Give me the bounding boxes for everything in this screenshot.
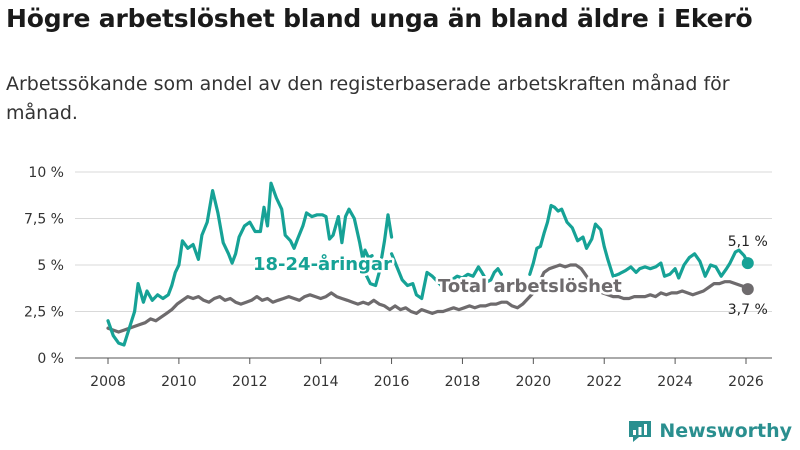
series-labels: 5,1 % 3,7 % 18-24-åringar Total arbetslöshe… <box>251 234 768 318</box>
x-tick-label: 2018 <box>445 374 481 390</box>
y-tick-labels: 0 % 2,5 % 5 % 7,5 % 10 % <box>24 165 64 367</box>
x-tick-label: 2022 <box>586 374 622 390</box>
series-lines <box>106 181 754 347</box>
series-line-youth <box>528 203 750 280</box>
series-line-youth <box>356 248 374 267</box>
y-tick-label: 10 % <box>28 165 64 181</box>
y-tick-label: 2,5 % <box>24 305 64 321</box>
x-tick-label: 2010 <box>161 374 197 390</box>
brand-name: Newsworthy <box>659 420 792 442</box>
series-line-youth <box>390 252 452 301</box>
x-tick-label: 2016 <box>374 374 410 390</box>
x-tick-label: 2020 <box>516 374 552 390</box>
x-tick-label: 2026 <box>728 374 764 390</box>
x-tick-label: 2012 <box>232 374 268 390</box>
y-tick-label: 0 % <box>37 351 64 367</box>
chart-title: Högre arbetslöshet bland unga än bland ä… <box>6 4 753 33</box>
youth-series-label: 18-24-åringar <box>253 253 392 275</box>
total-end-label: 3,7 % <box>728 302 768 318</box>
newsworthy-logo: Newsworthy <box>627 418 792 444</box>
x-tick-labels: 2008 2010 2012 2014 2016 2018 2020 2022 2024 2026 <box>90 358 764 390</box>
y-tick-label: 7,5 % <box>24 212 64 228</box>
x-tick-label: 2024 <box>657 374 693 390</box>
newsworthy-logo-icon <box>629 421 652 442</box>
y-tick-label: 5 % <box>37 258 64 274</box>
total-series-label: Total arbetslöshet <box>438 276 622 297</box>
x-tick-label: 2008 <box>90 374 126 390</box>
total-end-marker <box>741 283 754 296</box>
series-line-youth <box>450 265 503 284</box>
youth-end-label: 5,1 % <box>728 234 768 250</box>
x-tick-label: 2014 <box>303 374 339 390</box>
series-line-youth <box>106 181 394 347</box>
series-line-total <box>106 263 750 334</box>
youth-end-marker <box>741 257 754 270</box>
chart-subtitle: Arbetssökande som andel av den registerb… <box>6 73 730 124</box>
